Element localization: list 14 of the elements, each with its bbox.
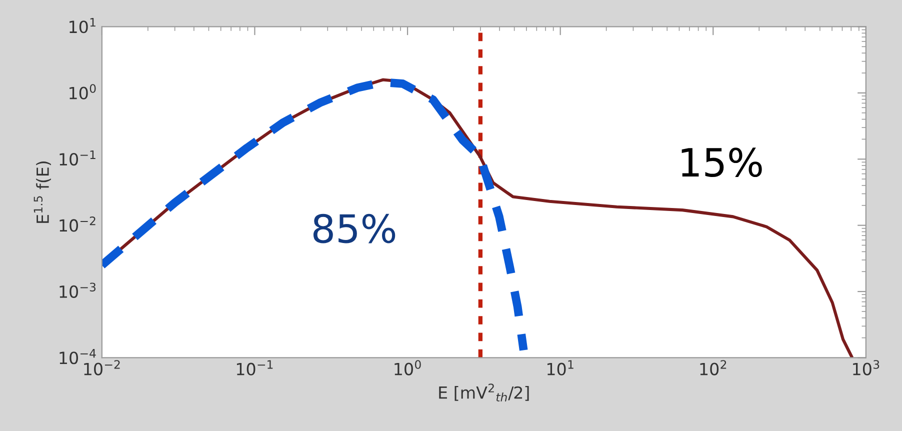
x-tick-label: 10$^{2}$ — [700, 360, 726, 376]
x-tick-label: 10$^{0}$ — [394, 360, 421, 376]
y-tick-label: 10$^{−1}$ — [60, 150, 96, 166]
y-tick-label: 10$^{−2}$ — [60, 216, 96, 232]
y-tick-label: 10$^{1}$ — [70, 18, 96, 34]
x-tick-label: 10$^{1}$ — [547, 360, 574, 376]
annotation: 85% — [313, 214, 396, 244]
x-tick-label: 10$^{−1}$ — [236, 360, 273, 376]
y-tick-label: 10$^{−3}$ — [60, 282, 96, 298]
x-axis-title: E [mV$^{2}$$_{th}$/2] — [439, 384, 529, 402]
y-axis-title: E$^{1.5}$ f(E) — [34, 162, 51, 223]
annotation: 15% — [682, 148, 762, 178]
x-tick-label: 10$^{3}$ — [853, 360, 880, 376]
y-tick-label: 10$^{0}$ — [70, 84, 96, 100]
